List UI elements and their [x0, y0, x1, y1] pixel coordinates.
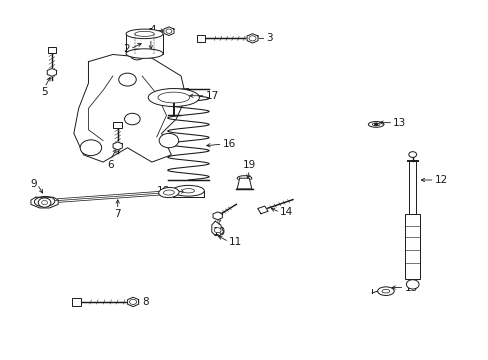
Ellipse shape	[34, 197, 55, 207]
Text: 7: 7	[114, 210, 121, 219]
Circle shape	[130, 49, 144, 60]
Ellipse shape	[126, 29, 163, 39]
Bar	[72, 298, 81, 306]
Ellipse shape	[159, 188, 179, 198]
Text: 15: 15	[404, 283, 417, 293]
Polygon shape	[246, 34, 258, 43]
Text: 14: 14	[280, 207, 293, 217]
Bar	[113, 122, 122, 128]
Ellipse shape	[39, 199, 50, 204]
Polygon shape	[127, 297, 138, 307]
Bar	[126, 34, 163, 54]
Text: 4: 4	[149, 25, 156, 35]
Ellipse shape	[182, 189, 194, 193]
Text: 2: 2	[123, 44, 130, 54]
Circle shape	[119, 73, 136, 86]
Ellipse shape	[381, 289, 389, 293]
Polygon shape	[113, 142, 122, 150]
Circle shape	[124, 113, 140, 125]
Text: 1: 1	[147, 28, 154, 39]
Circle shape	[214, 228, 221, 233]
Circle shape	[159, 134, 178, 148]
Circle shape	[38, 198, 51, 207]
Bar	[196, 35, 205, 42]
Ellipse shape	[158, 92, 189, 103]
Text: 10: 10	[212, 227, 225, 237]
Ellipse shape	[371, 123, 379, 126]
Circle shape	[165, 29, 171, 33]
Ellipse shape	[367, 122, 383, 127]
Circle shape	[41, 201, 47, 205]
Text: 18: 18	[157, 186, 170, 197]
Text: 19: 19	[242, 160, 256, 170]
Text: 8: 8	[142, 297, 148, 307]
Polygon shape	[74, 54, 185, 162]
Text: 6: 6	[107, 160, 114, 170]
Text: 5: 5	[41, 87, 48, 98]
Text: 9: 9	[31, 179, 37, 189]
Polygon shape	[47, 68, 57, 76]
Ellipse shape	[237, 176, 251, 181]
Circle shape	[408, 152, 416, 157]
Ellipse shape	[126, 49, 163, 58]
Text: 3: 3	[266, 33, 272, 43]
Polygon shape	[163, 27, 174, 36]
Bar	[47, 47, 56, 53]
Circle shape	[129, 300, 136, 305]
Bar	[408, 161, 415, 214]
Ellipse shape	[135, 31, 154, 36]
Polygon shape	[211, 221, 223, 235]
Text: 12: 12	[434, 175, 447, 185]
Circle shape	[248, 36, 256, 41]
Polygon shape	[257, 206, 267, 214]
Ellipse shape	[172, 185, 204, 196]
Polygon shape	[237, 178, 251, 189]
Ellipse shape	[377, 287, 393, 296]
Circle shape	[80, 140, 102, 156]
Polygon shape	[213, 212, 222, 220]
Ellipse shape	[163, 190, 174, 195]
Ellipse shape	[148, 89, 199, 107]
Text: 13: 13	[392, 118, 406, 128]
Text: 11: 11	[228, 237, 242, 247]
Text: 16: 16	[222, 139, 235, 149]
Bar	[405, 214, 419, 279]
Circle shape	[373, 123, 377, 126]
Circle shape	[406, 280, 418, 289]
Polygon shape	[31, 197, 58, 208]
Text: 17: 17	[205, 91, 218, 101]
